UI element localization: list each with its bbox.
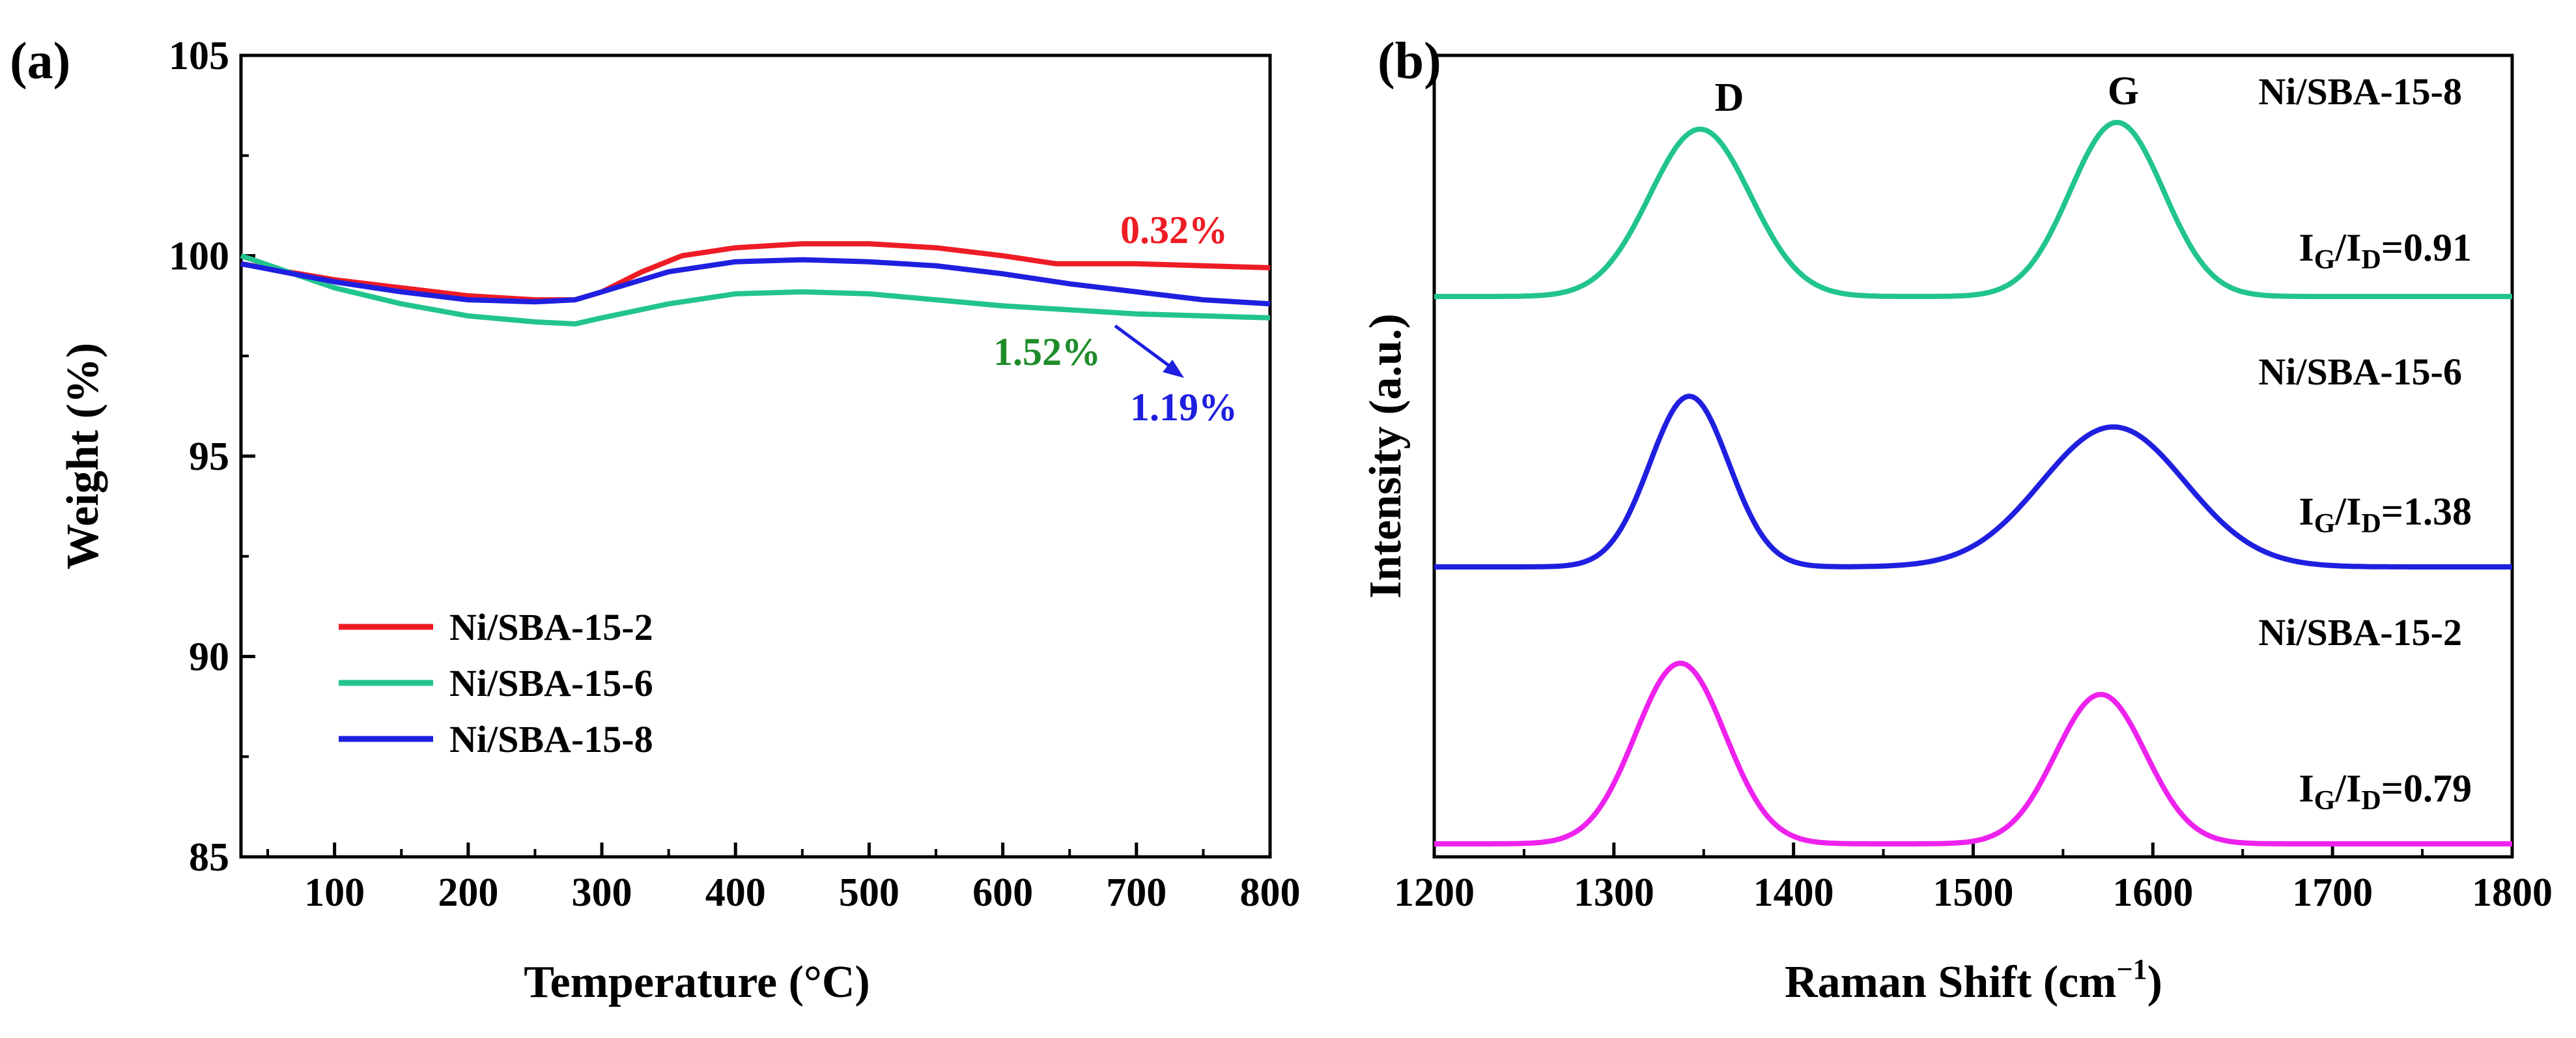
- panel-a: (a) 85 90 95 100 105 100 200 300 400 500 600 700 80…: [10, 33, 1301, 1007]
- plot-b-xtick-label: 1400: [1753, 871, 1834, 915]
- plot-a-series: [240, 241, 1271, 327]
- plot-b-xtick-label: 1600: [2112, 871, 2193, 915]
- sample-label-ni-sba-15-2: Ni/SBA-15-2: [2258, 611, 2462, 654]
- plot-b-xtick-label: 1800: [2472, 871, 2553, 915]
- ratio-label-ni-sba-15-8: IG/ID=0.91: [2299, 226, 2472, 275]
- ratio-label-ni-sba-15-2: IG/ID=0.79: [2299, 767, 2472, 816]
- plot-b-x-ticks: 1200 1300 1400 1500 1600 1700 1800: [1394, 843, 2553, 915]
- plot-a-ylabel: Weight (%): [58, 343, 108, 569]
- plot-b-xtick-label: 1200: [1394, 871, 1475, 915]
- annotation-1-52: 1.52%: [993, 330, 1101, 373]
- plot-a-xtick-label: 700: [1106, 871, 1167, 915]
- plot-a-ytick-label: 105: [169, 34, 229, 78]
- plot-b-frame: [1432, 53, 2514, 859]
- series-line-ni-sba-15-2: [240, 241, 1271, 303]
- plot-a-xtick-label: 400: [705, 871, 766, 915]
- ratio-label-ni-sba-15-6: IG/ID=1.38: [2299, 490, 2472, 539]
- raman-line-ni-sba-15-8: [1434, 119, 2512, 299]
- plot-a-xlabel: Temperature (°C): [524, 957, 870, 1007]
- raman-line-ni-sba-15-6: [1434, 394, 2512, 569]
- plot-a-y-ticks: 85 90 95 100 105: [169, 34, 255, 880]
- plot-a-ytick-label: 100: [169, 235, 229, 279]
- annotation-arrow: [1114, 324, 1174, 370]
- plot-b-xtick-label: 1300: [1574, 871, 1654, 915]
- peak-label-d: D: [1715, 76, 1744, 120]
- annotation-arrow-head: [1163, 360, 1184, 378]
- panel-b-label: (b): [1378, 33, 1441, 90]
- plot-a-xtick-label: 300: [572, 871, 632, 915]
- plot-b-ylabel: Intensity (a.u.): [1361, 313, 1411, 599]
- plot-b-xlabel: Raman Shift (cm−1): [1785, 953, 2162, 1007]
- panel-a-label: (a): [10, 33, 70, 90]
- peak-label-g: G: [2108, 69, 2139, 113]
- sample-label-ni-sba-15-6: Ni/SBA-15-6: [2258, 351, 2462, 393]
- sample-label-ni-sba-15-8: Ni/SBA-15-8: [2258, 70, 2462, 113]
- series-line-ni-sba-15-6: [240, 253, 1271, 327]
- legend-label-ni-sba-15-6: Ni/SBA-15-6: [449, 662, 653, 704]
- raman-line-ni-sba-15-2: [1434, 661, 2512, 846]
- plot-a-xtick-label: 800: [1240, 871, 1301, 915]
- legend-label-ni-sba-15-8: Ni/SBA-15-8: [449, 718, 653, 760]
- plot-a-ytick-label: 95: [189, 435, 229, 479]
- annotation-1-19: 1.19%: [1130, 386, 1238, 429]
- plot-a-xtick-label: 500: [839, 871, 899, 915]
- plot-a-xtick-label: 100: [304, 871, 365, 915]
- series-line-ni-sba-15-8: [240, 257, 1271, 307]
- plot-a-ytick-label: 85: [189, 835, 229, 880]
- legend-label-ni-sba-15-2: Ni/SBA-15-2: [449, 606, 653, 648]
- plot-a-xtick-label: 600: [972, 871, 1033, 915]
- plot-a-ytick-label: 90: [189, 635, 229, 680]
- plot-b-xtick-label: 1700: [2292, 871, 2373, 915]
- annotation-0-32: 0.32%: [1120, 209, 1228, 252]
- plot-a-x-ticks: 100 200 300 400 500 600 700 800: [266, 843, 1301, 915]
- plot-b-xtick-label: 1500: [1933, 871, 2014, 915]
- plot-a-legend: Ni/SBA-15-2 Ni/SBA-15-6 Ni/SBA-15-8: [339, 606, 653, 760]
- plot-a-xtick-label: 200: [438, 871, 498, 915]
- plot-b-series: [1434, 119, 2512, 846]
- panel-b: (b) 1200 1300 1400 1500 1600 1700 1800 D G Ni/…: [1361, 33, 2553, 1007]
